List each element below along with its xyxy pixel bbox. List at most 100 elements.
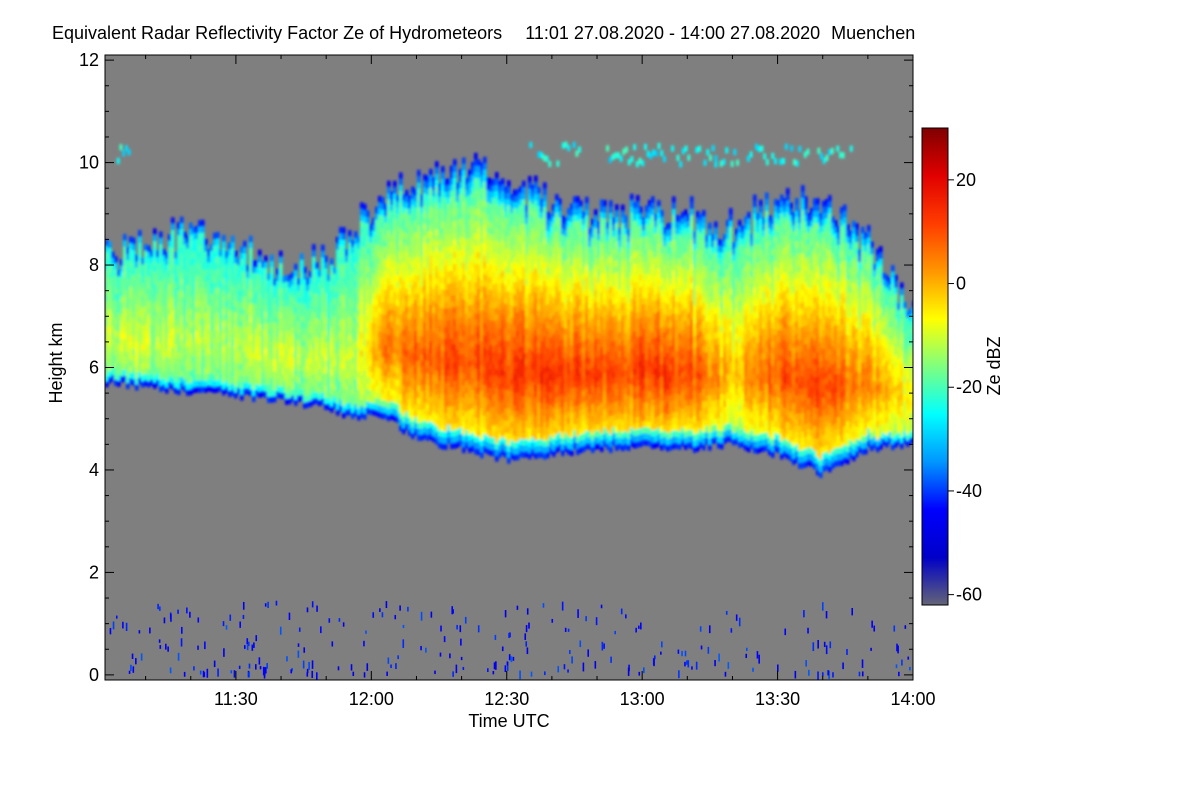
reflectivity-cell — [525, 450, 529, 458]
reflectivity-cell — [336, 249, 340, 256]
reflectivity-cell — [555, 200, 559, 208]
reflectivity-cell — [426, 292, 430, 300]
reflectivity-cell — [438, 220, 442, 228]
reflectivity-cell — [207, 329, 211, 337]
reflectivity-cell — [222, 339, 226, 347]
reflectivity-cell — [534, 280, 538, 287]
reflectivity-cell — [342, 411, 346, 419]
reflectivity-cell — [342, 368, 346, 376]
reflectivity-cell — [543, 379, 547, 386]
reflectivity-cell — [438, 306, 442, 314]
reflectivity-cell — [420, 335, 424, 343]
reflectivity-cell — [162, 248, 166, 256]
reflectivity-cell — [471, 254, 475, 261]
reflectivity-cell — [450, 350, 454, 357]
reflectivity-cell — [426, 225, 430, 232]
reflectivity-cell — [216, 244, 220, 251]
reflectivity-cell — [414, 299, 418, 307]
reflectivity-cell — [222, 370, 226, 377]
reflectivity-cell — [483, 267, 487, 275]
reflectivity-cell — [564, 407, 568, 415]
reflectivity-cell — [117, 361, 121, 369]
reflectivity-cell — [171, 340, 175, 348]
reflectivity-cell — [228, 340, 232, 348]
reflectivity-cell — [141, 337, 145, 345]
reflectivity-cell — [414, 195, 418, 202]
reflectivity-cell — [516, 226, 520, 233]
reflectivity-cell — [450, 313, 454, 321]
reflectivity-cell — [498, 359, 502, 366]
reflectivity-cell — [123, 320, 127, 327]
reflectivity-cell — [312, 256, 316, 264]
reflectivity-cell — [465, 306, 469, 314]
reflectivity-cell — [477, 214, 481, 222]
reflectivity-cell — [201, 342, 205, 350]
reflectivity-cell — [525, 321, 529, 329]
reflectivity-cell — [462, 372, 466, 380]
reflectivity-cell — [390, 240, 394, 248]
reflectivity-cell — [108, 376, 112, 384]
reflectivity-cell — [147, 294, 151, 302]
reflectivity-cell — [408, 404, 412, 412]
reflectivity-cell — [189, 314, 193, 322]
reflectivity-cell — [522, 205, 526, 213]
reflectivity-cell — [477, 380, 481, 388]
reflectivity-cell — [510, 286, 514, 293]
reflectivity-cell — [543, 188, 547, 196]
reflectivity-cell — [366, 278, 370, 285]
reflectivity-cell — [276, 298, 280, 306]
reflectivity-cell — [393, 273, 397, 280]
reflectivity-cell — [204, 256, 208, 264]
reflectivity-cell — [423, 186, 427, 194]
reflectivity-cell — [324, 329, 328, 337]
reflectivity-cell — [126, 271, 130, 279]
reflectivity-cell — [234, 330, 238, 338]
reflectivity-cell — [351, 393, 355, 401]
reflectivity-cell — [312, 373, 316, 380]
reflectivity-cell — [363, 234, 367, 242]
reflectivity-cell — [414, 336, 418, 344]
reflectivity-cell — [519, 217, 523, 224]
reflectivity-cell — [384, 203, 388, 211]
reflectivity-cell — [411, 352, 415, 360]
reflectivity-cell — [549, 238, 553, 246]
reflectivity-cell — [225, 349, 229, 357]
reflectivity-cell — [114, 299, 118, 307]
reflectivity-cell — [363, 203, 367, 211]
reflectivity-cell — [198, 306, 202, 313]
reflectivity-cell — [105, 294, 109, 302]
reflectivity-cell — [210, 250, 214, 258]
reflectivity-cell — [444, 283, 448, 291]
reflectivity-cell — [396, 213, 400, 220]
reflectivity-cell — [537, 186, 541, 194]
reflectivity-cell — [534, 298, 538, 306]
reflectivity-cell — [474, 208, 478, 215]
reflectivity-cell — [213, 257, 217, 265]
reflectivity-cell — [558, 198, 562, 206]
reflectivity-cell — [138, 303, 142, 311]
reflectivity-cell — [474, 411, 478, 418]
reflectivity-cell — [468, 274, 472, 281]
reflectivity-cell — [552, 327, 556, 334]
reflectivity-cell — [432, 416, 436, 424]
reflectivity-cell — [417, 249, 421, 257]
reflectivity-cell — [210, 373, 214, 380]
reflectivity-cell — [513, 226, 517, 234]
reflectivity-cell — [246, 264, 250, 272]
reflectivity-cell — [522, 383, 526, 391]
reflectivity-cell — [429, 359, 433, 367]
reflectivity-cell — [294, 386, 298, 394]
reflectivity-cell — [417, 274, 421, 282]
reflectivity-cell — [201, 373, 205, 381]
reflectivity-cell — [396, 299, 400, 307]
reflectivity-cell — [255, 346, 259, 354]
reflectivity-cell — [114, 336, 118, 343]
reflectivity-cell — [345, 273, 349, 281]
reflectivity-cell — [267, 383, 271, 391]
reflectivity-cell — [402, 236, 406, 244]
reflectivity-cell — [507, 309, 511, 317]
reflectivity-cell — [486, 269, 490, 277]
reflectivity-cell — [201, 361, 205, 368]
reflectivity-cell — [303, 321, 307, 329]
reflectivity-cell — [408, 220, 412, 227]
